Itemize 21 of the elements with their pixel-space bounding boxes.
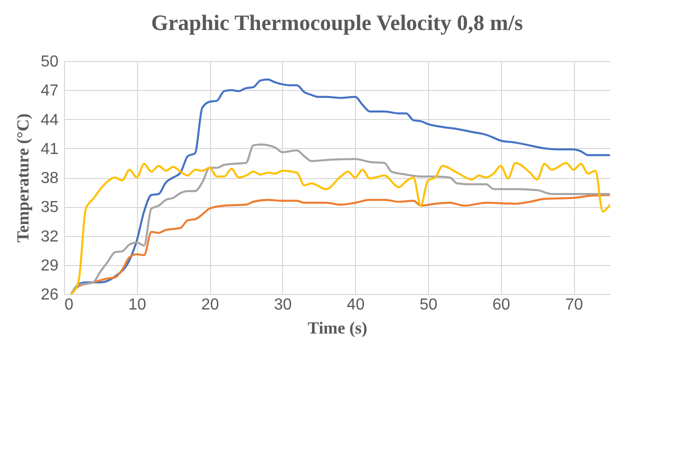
y-axis-title: Temperature (°C): [14, 113, 33, 243]
chart-title: Graphic Thermocouple Velocity 0,8 m/s: [151, 10, 524, 35]
y-tick-label: 44: [40, 112, 59, 129]
y-tick-label: 29: [40, 257, 59, 274]
x-tick-label: 20: [201, 296, 220, 314]
y-tick-label: 41: [40, 140, 59, 158]
x-tick-label: 0: [64, 296, 74, 314]
y-tick-label: 35: [40, 199, 59, 216]
x-tick-label: 10: [128, 296, 146, 314]
x-tick-label: 50: [420, 296, 438, 314]
x-tick-label: 70: [565, 296, 584, 314]
y-tick-label: 50: [40, 54, 59, 70]
x-axis-title: Time (s): [308, 318, 368, 338]
y-tick-label: 47: [40, 82, 59, 100]
y-tick-label: 38: [40, 170, 59, 187]
x-tick-label: 30: [274, 296, 292, 314]
x-tick-label: 40: [346, 296, 365, 314]
x-tick-label: 60: [492, 296, 510, 314]
y-tick-label: 32: [40, 228, 59, 246]
y-tick-label: 26: [40, 286, 59, 304]
line-series: [70, 78, 610, 294]
